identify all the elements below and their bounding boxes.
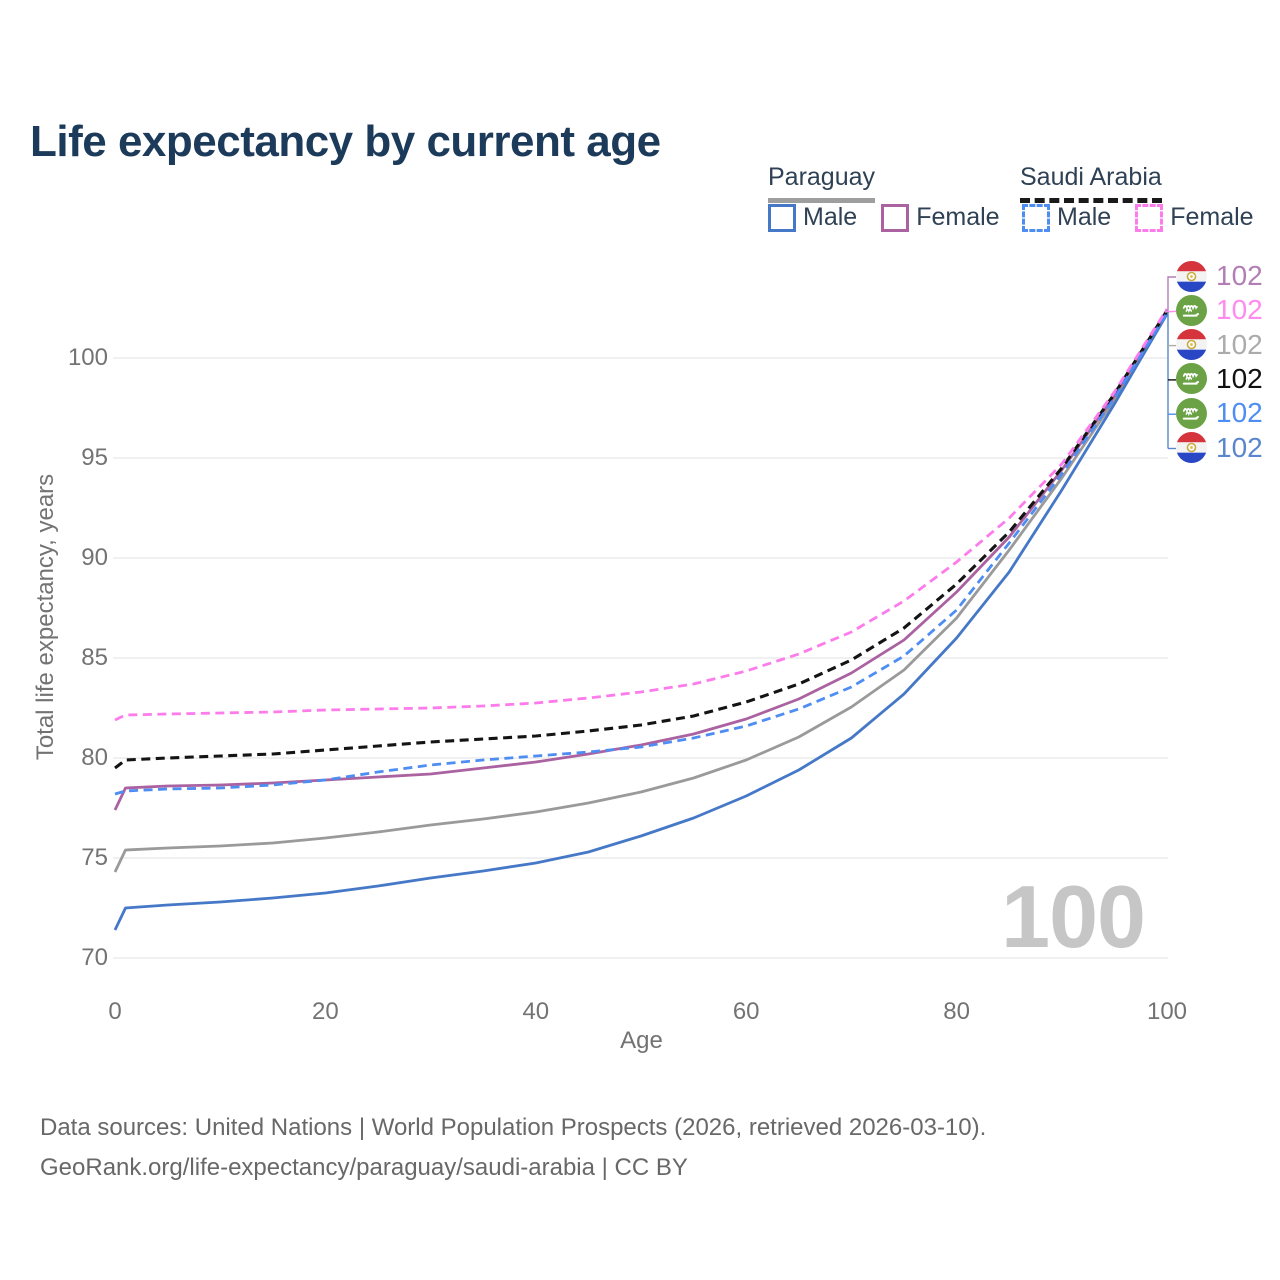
end-label-value: 102 (1216, 260, 1263, 291)
end-label-value: 102 (1216, 431, 1263, 463)
legend-swatch-paraguay-male-icon[interactable] (768, 203, 796, 232)
end-label-saudi_arabia-all: 102 (1176, 363, 1263, 395)
leader-line (1164, 310, 1177, 313)
legend-row-saudi-arabia: Male Female (1022, 203, 1278, 232)
end-label-value: 102 (1216, 397, 1263, 429)
legend-saudi-male-label[interactable]: Male (1057, 203, 1112, 231)
end-label-paraguay-all: 102 (1176, 329, 1263, 361)
end-label-paraguay-female: 102 (1176, 260, 1263, 292)
legend-row-paraguay: Male Female (768, 203, 1024, 232)
footer: Data sources: United Nations | World Pop… (40, 1108, 986, 1188)
y-tick-label-100: 100 (67, 344, 108, 371)
data-sources-text: Data sources: United Nations | World Pop… (40, 1114, 987, 1141)
saudi-arabia-flag-icon (1176, 294, 1207, 326)
legend-swatch-saudi-female-icon[interactable] (1135, 203, 1164, 232)
legend-swatch-paraguay-female-icon[interactable] (881, 203, 910, 232)
legend-saudi-female-label[interactable]: Female (1170, 203, 1254, 231)
attribution-text: GeoRank.org/life-expectancy/paraguay/sau… (40, 1154, 688, 1181)
x-tick-label-40: 40 (522, 998, 550, 1025)
leader-line (1165, 276, 1176, 312)
legend-paraguay-label[interactable]: Paraguay (768, 163, 876, 203)
page-title: Life expectancy by current age (30, 117, 661, 167)
saudi-arabia-flag-icon (1176, 363, 1207, 395)
series-line-paraguay-all (113, 311, 1169, 873)
y-tick-label-70: 70 (81, 944, 108, 971)
x-axis-title: Age (620, 1027, 663, 1054)
x-tick-label-20: 20 (312, 998, 339, 1025)
end-label-value: 102 (1216, 328, 1263, 360)
series-line-paraguay-male (113, 313, 1169, 931)
end-label-value: 102 (1216, 362, 1263, 394)
series-line-saudi_arabia-all (114, 310, 1169, 770)
legend-paraguay-male-label[interactable]: Male (803, 203, 858, 231)
legend-swatch-saudi-male-icon[interactable] (1022, 203, 1050, 232)
legend-paraguay-female-label[interactable]: Female (916, 203, 1000, 231)
y-tick-label-85: 85 (81, 644, 108, 671)
x-tick-label-60: 60 (732, 998, 760, 1025)
y-axis-title: Total life expectancy, years (32, 473, 59, 761)
paraguay-flag-icon (1176, 432, 1207, 463)
end-label-saudi_arabia-male: 102 (1176, 397, 1263, 429)
y-tick-label-75: 75 (81, 844, 108, 871)
end-label-value: 102 (1216, 294, 1263, 326)
legend-group-saudi-arabia: Saudi Arabia (1020, 163, 1162, 203)
series-line-saudi_arabia-male (114, 312, 1169, 796)
series-line-paraguay-female (113, 309, 1169, 811)
x-tick-label-100: 100 (1146, 998, 1188, 1025)
x-tick-label-80: 80 (943, 998, 970, 1025)
legend-group-paraguay: Paraguay (768, 163, 876, 203)
legend-saudi-arabia-label[interactable]: Saudi Arabia (1020, 163, 1162, 203)
paraguay-flag-icon (1176, 329, 1207, 361)
y-tick-label-90: 90 (81, 544, 108, 571)
y-tick-label-80: 80 (81, 744, 108, 771)
age-watermark: 100 (1001, 867, 1146, 966)
x-tick-label-0: 0 (108, 998, 122, 1025)
end-label-saudi_arabia-female: 102 (1176, 294, 1263, 326)
end-label-paraguay-male: 102 (1176, 432, 1263, 464)
series-line-saudi_arabia-female (114, 308, 1169, 722)
paraguay-flag-icon (1176, 260, 1207, 292)
y-tick-label-95: 95 (81, 444, 108, 471)
saudi-arabia-flag-icon (1176, 397, 1207, 429)
